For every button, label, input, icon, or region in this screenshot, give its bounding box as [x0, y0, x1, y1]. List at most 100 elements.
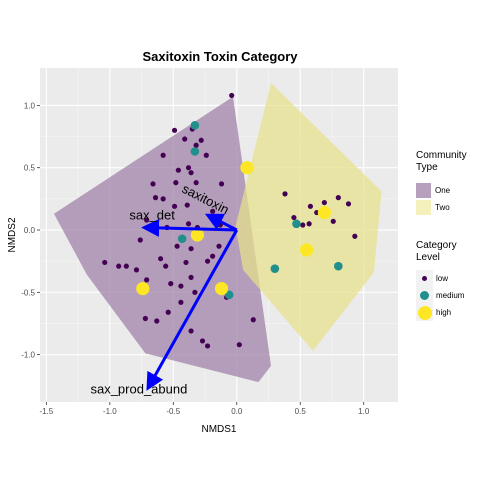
x-tick-label: 1.0 [358, 407, 370, 416]
point-low [346, 201, 351, 206]
point-low [138, 237, 143, 242]
y-tick-label: 1.0 [24, 101, 36, 110]
vector-label-sax_det: sax_det [129, 208, 175, 223]
category-legend-title: Category Level [416, 240, 464, 264]
point-low [229, 93, 234, 98]
category-legend: Category Level low medium high [416, 240, 464, 321]
point-low [186, 221, 191, 226]
point-medium [271, 264, 280, 273]
point-low [153, 195, 158, 200]
y-tick-label: -0.5 [21, 288, 35, 297]
point-low [185, 202, 190, 207]
y-tick-label: -1.0 [21, 351, 35, 360]
point-low [308, 204, 313, 209]
point-low [178, 283, 183, 288]
point-low [188, 328, 193, 333]
point-high [240, 161, 253, 174]
community-legend-title: Community Type [416, 150, 467, 174]
point-low [188, 275, 193, 280]
point-low [173, 180, 178, 185]
legend-swatch-two [416, 200, 431, 215]
x-tick-label: 0.5 [295, 407, 307, 416]
chart-title: Saxitoxin Toxin Category [142, 49, 298, 64]
point-high [136, 282, 149, 295]
point-low [300, 222, 305, 227]
legend-item-two: Two [416, 199, 467, 216]
legend-item-one: One [416, 182, 467, 199]
point-medium [191, 121, 200, 130]
point-low [188, 170, 193, 175]
point-low [143, 316, 148, 321]
point-low [188, 246, 193, 251]
legend-dot-cell-medium [416, 287, 433, 304]
point-low [205, 259, 210, 264]
legend-label-medium: medium [436, 291, 464, 300]
y-axis-label: NMDS2 [7, 217, 18, 252]
legend-dot-high [418, 306, 432, 320]
x-tick-label: 0.0 [231, 407, 243, 416]
point-low [331, 219, 336, 224]
point-low [307, 221, 312, 226]
point-low [282, 191, 287, 196]
point-low [219, 181, 224, 186]
point-low [124, 264, 129, 269]
point-low [163, 264, 168, 269]
point-low [205, 343, 210, 348]
legend-item-low: low [416, 270, 464, 287]
legend-label-high: high [436, 308, 451, 317]
point-low [237, 342, 242, 347]
point-low [175, 244, 180, 249]
point-low [158, 256, 163, 261]
point-low [176, 168, 181, 173]
point-high [215, 282, 228, 295]
y-tick-label: 0.5 [24, 164, 36, 173]
point-medium [292, 219, 301, 228]
point-low [182, 136, 187, 141]
legend-swatch-one [416, 183, 431, 198]
point-low [186, 165, 191, 170]
point-high [300, 243, 313, 256]
legend-dot-medium [420, 291, 429, 300]
legend-item-high: high [416, 304, 464, 321]
point-high [318, 206, 331, 219]
point-low [210, 254, 215, 259]
y-tick-label: 0.0 [24, 226, 36, 235]
community-legend: Community Type One Two [416, 150, 467, 216]
vector-label-sax_prod_abund: sax_prod_abund [90, 381, 187, 396]
point-low [183, 260, 188, 265]
point-low [134, 267, 139, 272]
point-low [161, 153, 166, 158]
point-low [199, 138, 204, 143]
legend-label-one: One [435, 186, 450, 195]
legend-dot-low [422, 276, 427, 281]
point-low [166, 310, 171, 315]
x-tick-label: -1.5 [39, 407, 53, 416]
point-low [204, 153, 209, 158]
x-tick-label: -0.5 [166, 407, 180, 416]
point-low [216, 244, 221, 249]
x-axis-label: NMDS1 [201, 424, 236, 435]
point-low [150, 181, 155, 186]
point-low [200, 338, 205, 343]
point-low [194, 143, 199, 148]
point-low [154, 318, 159, 323]
point-low [352, 234, 357, 239]
point-low [172, 128, 177, 133]
point-medium [191, 147, 200, 156]
point-low [336, 195, 341, 200]
point-low [102, 260, 107, 265]
point-low [251, 317, 256, 322]
legend-dot-cell-low [416, 270, 433, 287]
point-low [291, 215, 296, 220]
point-low [192, 290, 197, 295]
x-tick-label: -1.0 [103, 407, 117, 416]
legend-label-low: low [436, 274, 448, 283]
legend-label-two: Two [435, 203, 450, 212]
point-low [116, 264, 121, 269]
point-low [168, 281, 173, 286]
point-low [144, 277, 149, 282]
legend-dot-cell-high [416, 304, 433, 321]
point-low [322, 200, 327, 205]
point-medium [334, 262, 343, 271]
